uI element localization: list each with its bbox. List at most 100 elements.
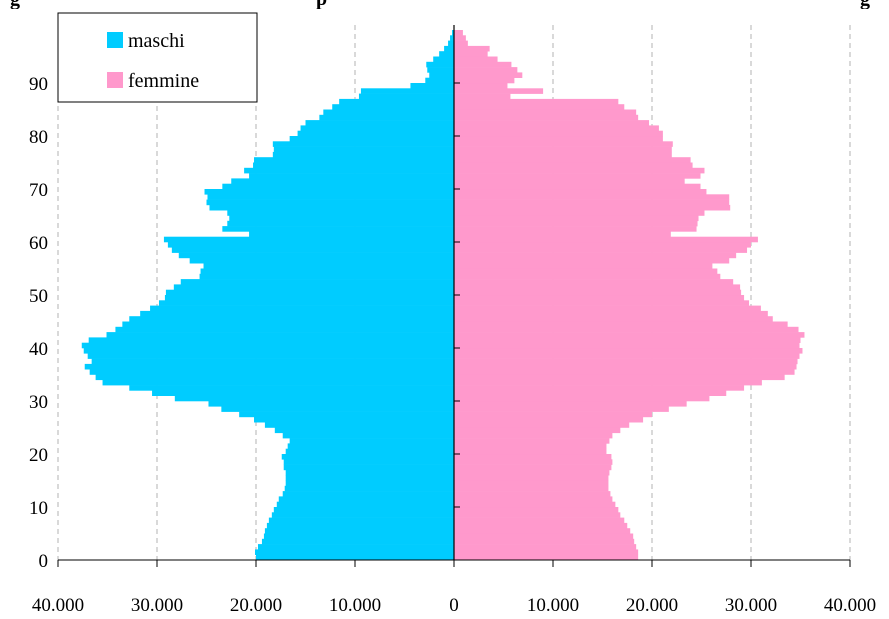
bar-maschi-age-39 bbox=[83, 348, 455, 354]
bar-femmine-age-9 bbox=[454, 507, 619, 513]
bar-femmine-age-91 bbox=[454, 72, 523, 78]
bar-maschi-age-17 bbox=[283, 464, 454, 471]
bar-maschi-age-58 bbox=[171, 247, 454, 253]
bar-maschi-age-60 bbox=[163, 236, 454, 243]
bar-femmine-age-88 bbox=[454, 88, 544, 94]
bar-femmine-age-17 bbox=[454, 464, 612, 471]
y-tick-label-6: 60 bbox=[29, 233, 48, 254]
bar-maschi-age-88 bbox=[360, 88, 454, 94]
legend-box bbox=[57, 12, 258, 103]
bar-maschi-age-78 bbox=[272, 141, 454, 147]
bar-femmine-age-51 bbox=[454, 284, 741, 290]
bar-maschi-age-26 bbox=[254, 416, 454, 423]
bar-maschi-age-25 bbox=[264, 422, 454, 428]
bar-femmine-age-40 bbox=[454, 342, 800, 349]
bar-maschi-age-44 bbox=[122, 321, 454, 328]
bar-femmine-age-72 bbox=[454, 173, 701, 179]
bar-maschi-age-9 bbox=[273, 507, 454, 513]
bar-femmine-age-82 bbox=[454, 120, 650, 126]
bar-maschi-age-53 bbox=[199, 273, 454, 280]
bar-maschi-age-86 bbox=[339, 98, 454, 105]
bar-maschi-age-98 bbox=[450, 35, 454, 41]
bar-femmine-age-63 bbox=[454, 220, 698, 227]
bar-maschi-age-12 bbox=[282, 491, 454, 497]
x-tick-label-5: 10.000 bbox=[527, 595, 579, 616]
x-tick-label-3: 10.000 bbox=[329, 595, 381, 616]
bar-maschi-age-34 bbox=[95, 374, 455, 381]
bar-femmine-age-71 bbox=[454, 178, 685, 184]
bar-maschi-age-68 bbox=[207, 194, 454, 200]
bar-maschi-age-92 bbox=[427, 67, 454, 73]
bar-maschi-age-5 bbox=[264, 528, 454, 534]
bar-femmine-age-90 bbox=[454, 77, 515, 84]
bar-femmine-age-55 bbox=[454, 263, 713, 269]
x-tick-label-0: 40.000 bbox=[32, 595, 84, 616]
title-fragment-2: p bbox=[316, 0, 327, 10]
bar-femmine-age-83 bbox=[454, 114, 639, 121]
bar-maschi-age-74 bbox=[253, 162, 454, 169]
bar-maschi-age-20 bbox=[285, 448, 454, 455]
y-tick-label-3: 30 bbox=[29, 392, 48, 413]
bar-maschi-age-97 bbox=[448, 40, 454, 47]
bar-maschi-age-79 bbox=[289, 136, 454, 142]
bar-femmine-age-31 bbox=[454, 390, 727, 396]
bar-femmine-age-32 bbox=[454, 385, 745, 391]
bar-maschi-age-51 bbox=[173, 284, 454, 290]
bar-femmine-age-42 bbox=[454, 332, 805, 338]
y-tick-label-8: 80 bbox=[29, 127, 48, 148]
bar-femmine-age-79 bbox=[454, 136, 663, 142]
bar-femmine-age-95 bbox=[454, 51, 488, 57]
bar-femmine-age-60 bbox=[454, 236, 758, 243]
bar-femmine-age-67 bbox=[454, 199, 730, 206]
bar-femmine-age-94 bbox=[454, 56, 498, 63]
bar-maschi-age-19 bbox=[281, 454, 454, 460]
bar-femmine-age-3 bbox=[454, 538, 635, 545]
bar-femmine-age-45 bbox=[454, 316, 773, 322]
bar-femmine-age-44 bbox=[454, 321, 788, 328]
bar-maschi-age-61 bbox=[249, 231, 454, 237]
bar-maschi-age-69 bbox=[204, 189, 454, 195]
bar-maschi-age-93 bbox=[426, 61, 454, 68]
y-tick-label-0: 0 bbox=[39, 551, 49, 572]
bar-femmine-age-12 bbox=[454, 491, 611, 497]
bar-femmine-age-39 bbox=[454, 348, 803, 354]
bar-femmine-age-13 bbox=[454, 485, 609, 492]
y-tick-label-1: 10 bbox=[29, 498, 48, 519]
bar-maschi-age-84 bbox=[323, 109, 454, 116]
bar-maschi-age-42 bbox=[106, 332, 454, 338]
bar-maschi-age-59 bbox=[167, 242, 454, 248]
bar-maschi-age-91 bbox=[429, 72, 454, 78]
bar-femmine-age-89 bbox=[454, 83, 508, 89]
bar-maschi-age-28 bbox=[221, 406, 454, 412]
bar-femmine-age-43 bbox=[454, 326, 799, 333]
bar-femmine-age-6 bbox=[454, 522, 628, 529]
bar-femmine-age-36 bbox=[454, 363, 797, 370]
bar-femmine-age-28 bbox=[454, 406, 669, 412]
bar-femmine-age-46 bbox=[454, 310, 768, 317]
bar-maschi-age-85 bbox=[332, 104, 454, 110]
bar-maschi-age-57 bbox=[178, 252, 454, 259]
x-tick-label-6: 20.000 bbox=[626, 595, 678, 616]
bar-femmine-age-26 bbox=[454, 416, 644, 423]
bar-maschi-age-3 bbox=[261, 538, 454, 545]
bar-femmine-age-49 bbox=[454, 295, 745, 301]
y-axis-ticks: 0 10 20 30 40 50 60 70 80 90 bbox=[29, 74, 460, 572]
bar-femmine-age-65 bbox=[454, 210, 705, 216]
bar-maschi-age-67 bbox=[206, 199, 454, 206]
bar-maschi-age-52 bbox=[180, 279, 454, 285]
bar-maschi-age-96 bbox=[444, 45, 454, 52]
bar-maschi-age-15 bbox=[285, 475, 454, 481]
bar-femmine-age-1 bbox=[454, 549, 639, 555]
bar-femmine-age-76 bbox=[454, 151, 672, 158]
bar-femmine-age-11 bbox=[454, 496, 613, 502]
bar-maschi-age-35 bbox=[89, 369, 455, 375]
bar-maschi-age-24 bbox=[274, 427, 454, 434]
bar-maschi-age-43 bbox=[115, 326, 455, 333]
bar-maschi-age-21 bbox=[287, 443, 454, 449]
bar-femmine-age-10 bbox=[454, 501, 616, 508]
bar-femmine-age-75 bbox=[454, 157, 691, 163]
legend: maschi femmine bbox=[57, 12, 258, 103]
y-tick-label-4: 40 bbox=[29, 339, 48, 360]
bar-femmine-age-61 bbox=[454, 231, 671, 237]
x-tick-label-4: 0 bbox=[449, 595, 459, 616]
